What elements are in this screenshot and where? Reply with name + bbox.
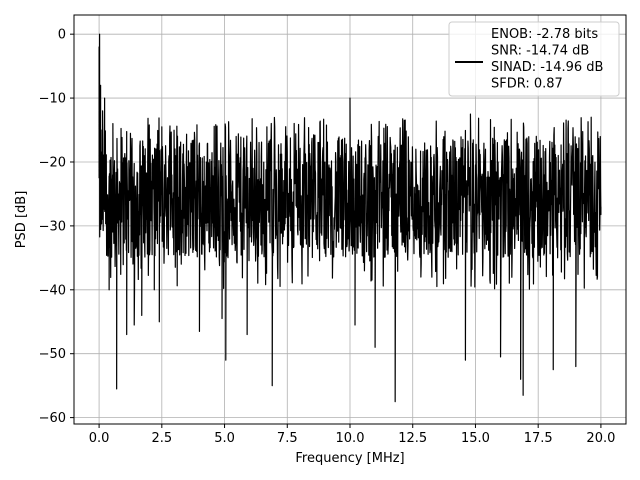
x-axis-label: Frequency [MHz]	[295, 451, 404, 466]
legend: ENOB: -2.78 bits SNR: -14.74 dB SINAD: -…	[448, 21, 620, 97]
x-tick-label: 2.5	[151, 431, 172, 446]
legend-entry-line-3: SINAD: -14.96 dB	[491, 60, 603, 75]
y-tick-label: −20	[39, 155, 66, 170]
x-axis: 0.0 2.5 5.0 7.5 10.0 12.5 15.0 17.5 20.0	[89, 424, 615, 446]
y-tick-label: 0	[58, 28, 66, 43]
y-tick-label: −30	[39, 219, 66, 234]
x-tick-label: 5.0	[214, 431, 235, 446]
psd-trace	[98, 33, 602, 403]
y-tick-label: −40	[39, 283, 66, 298]
psd-line	[98, 33, 602, 403]
x-tick-label: 17.5	[524, 431, 553, 446]
y-tick-label: −60	[39, 411, 66, 426]
x-tick-label: 7.5	[277, 431, 298, 446]
x-tick-label: 20.0	[586, 431, 615, 446]
x-tick-label: 12.5	[398, 431, 427, 446]
y-tick-label: −10	[39, 92, 66, 107]
legend-entry-line-2: SNR: -14.74 dB	[491, 44, 589, 59]
legend-entry-line-1: ENOB: -2.78 bits	[491, 27, 598, 42]
y-tick-label: −50	[39, 347, 66, 362]
x-tick-label: 15.0	[461, 431, 490, 446]
x-tick-label: 10.0	[336, 431, 365, 446]
y-axis-label: PSD [dB]	[14, 191, 29, 249]
legend-entry-line-4: SFDR: 0.87	[491, 77, 563, 92]
x-tick-label: 0.0	[89, 431, 110, 446]
legend-box	[448, 21, 620, 97]
y-axis: 0 −10 −20 −30 −40 −50 −60	[39, 28, 74, 426]
